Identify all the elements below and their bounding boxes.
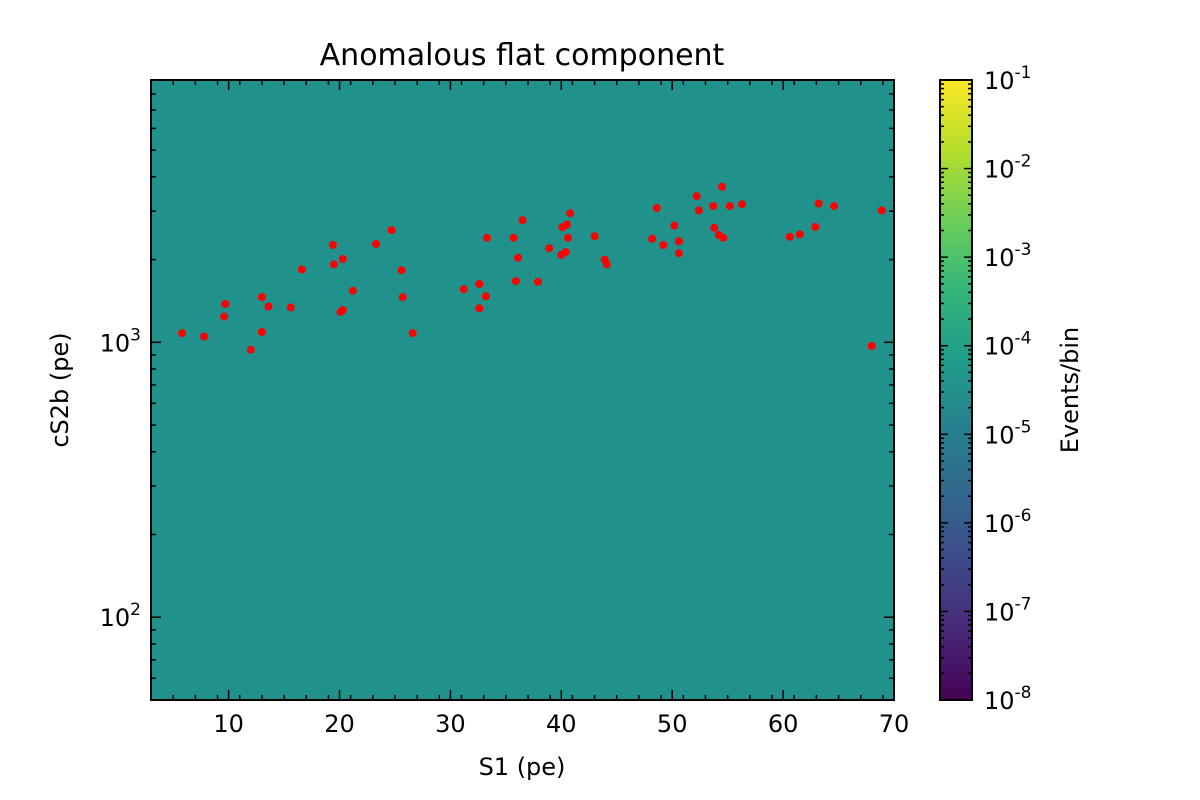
- data-point: [561, 248, 570, 257]
- colorbar-label: Events/bin: [1056, 327, 1084, 453]
- colorbar-tick-label: 10-2: [984, 152, 1032, 184]
- x-tick-label: 50: [657, 710, 688, 738]
- data-point: [694, 206, 703, 215]
- x-tick-label: 20: [324, 710, 355, 738]
- y-tick-label: 103: [100, 325, 141, 357]
- data-point: [648, 234, 657, 243]
- data-point: [534, 277, 542, 286]
- data-point: [674, 249, 683, 258]
- colorbar: [939, 79, 973, 701]
- data-point: [710, 223, 719, 232]
- data-point: [725, 202, 734, 211]
- y-axis-label: cS2b (pe): [46, 332, 74, 447]
- data-point: [602, 260, 611, 269]
- colorbar-tick-label: 10-7: [984, 594, 1032, 626]
- data-point: [372, 239, 381, 248]
- data-point: [562, 220, 571, 229]
- data-point: [795, 230, 804, 239]
- data-point: [670, 221, 679, 230]
- data-point: [330, 260, 338, 269]
- data-point: [338, 255, 347, 263]
- colorbar-tick-label: 10-1: [984, 63, 1032, 95]
- data-points: [178, 182, 886, 354]
- data-point: [509, 233, 518, 242]
- data-point: [178, 329, 187, 338]
- data-point: [220, 312, 229, 321]
- data-point: [830, 202, 839, 211]
- data-point: [408, 329, 417, 338]
- data-point: [877, 206, 886, 215]
- x-tick-label: 60: [768, 710, 799, 738]
- data-point: [286, 303, 295, 312]
- data-point: [867, 342, 876, 350]
- data-point: [652, 204, 661, 212]
- plot-area: [151, 80, 894, 700]
- data-point: [564, 233, 572, 242]
- data-point: [397, 266, 406, 275]
- colorbar-ticks: 10-1 10-2 10-3 10-4 10-5 10-6 10-7 10-8: [940, 63, 1032, 715]
- y-tick-label: 102: [100, 600, 141, 632]
- data-point: [566, 209, 575, 218]
- data-point: [545, 244, 554, 253]
- x-axis-ticks: 10 20 30 40 50 60 70: [172, 80, 910, 738]
- x-tick-label: 70: [879, 710, 910, 738]
- data-point: [459, 285, 468, 294]
- data-point: [514, 253, 523, 262]
- data-point: [709, 202, 718, 211]
- data-point: [221, 299, 230, 308]
- data-point: [348, 286, 357, 295]
- data-point: [481, 292, 490, 301]
- x-axis-label: S1 (pe): [479, 753, 566, 781]
- data-point: [200, 332, 209, 341]
- data-point: [338, 306, 347, 315]
- y-axis-ticks: 102 103: [100, 79, 894, 701]
- x-tick-label: 30: [435, 710, 466, 738]
- data-point: [659, 241, 668, 249]
- data-point: [264, 302, 273, 311]
- data-point: [785, 232, 794, 241]
- data-point: [718, 182, 727, 191]
- data-point: [387, 226, 396, 235]
- data-point: [738, 200, 747, 209]
- colorbar-tick-label: 10-4: [984, 329, 1032, 361]
- data-point: [398, 293, 407, 302]
- data-point: [475, 304, 484, 313]
- data-point: [811, 222, 820, 231]
- data-point: [257, 293, 266, 302]
- data-point: [246, 345, 255, 354]
- data-point: [257, 328, 266, 336]
- colorbar-tick-label: 10-5: [984, 417, 1032, 449]
- colorbar-tick-label: 10-3: [984, 240, 1032, 272]
- data-point: [328, 241, 337, 249]
- data-point: [814, 199, 823, 208]
- plot-frame: [150, 79, 895, 701]
- colorbar-tick-label: 10-6: [984, 506, 1032, 538]
- data-point: [674, 237, 683, 246]
- x-tick-label: 40: [546, 710, 577, 738]
- data-point: [511, 277, 520, 286]
- data-point: [297, 265, 306, 274]
- x-tick-label: 10: [213, 710, 244, 738]
- data-point: [692, 192, 701, 201]
- data-point: [518, 216, 527, 225]
- data-point: [475, 280, 484, 288]
- chart-title: Anomalous flat component: [320, 38, 725, 73]
- colorbar-tick-label: 10-8: [984, 683, 1032, 715]
- data-point: [483, 233, 491, 242]
- data-point: [719, 233, 728, 242]
- data-point: [590, 232, 599, 241]
